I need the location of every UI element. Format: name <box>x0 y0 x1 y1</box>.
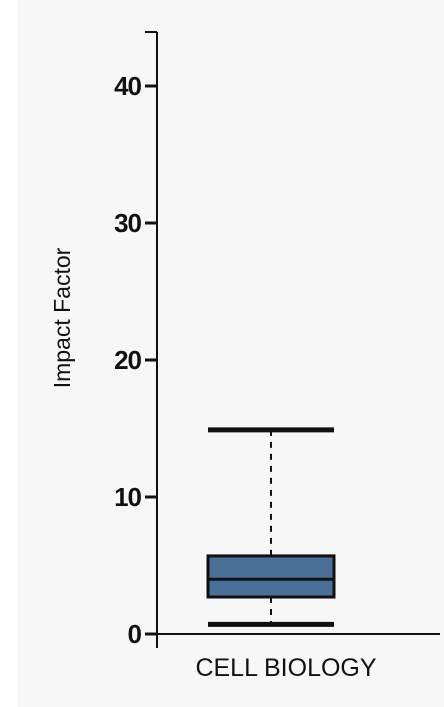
y-tick-label: 40 <box>114 71 141 101</box>
y-tick-label: 20 <box>114 345 141 375</box>
y-tick-label: 0 <box>128 619 142 649</box>
box-iqr <box>206 554 336 599</box>
y-axis-label: Impact Factor <box>49 247 75 388</box>
y-tick-label: 30 <box>114 208 141 238</box>
y-tick-label: 10 <box>114 482 141 512</box>
x-category-label: CELL BIOLOGY <box>195 654 376 682</box>
